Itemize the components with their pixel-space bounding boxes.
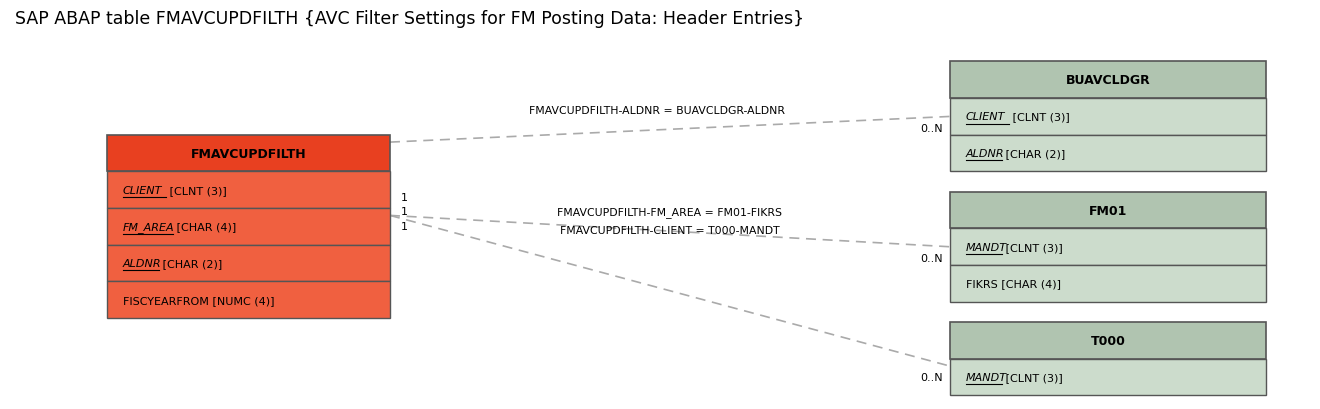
Bar <box>950 359 1266 396</box>
Text: T000: T000 <box>1090 334 1125 347</box>
Text: [CLNT (3)]: [CLNT (3)] <box>1008 112 1069 122</box>
Bar <box>950 229 1266 265</box>
Bar <box>950 62 1266 99</box>
Text: FISCYEARFROM [NUMC (4)]: FISCYEARFROM [NUMC (4)] <box>123 295 275 305</box>
Bar <box>107 172 389 209</box>
Bar <box>950 322 1266 359</box>
Text: ALDNR: ALDNR <box>966 149 1005 159</box>
Text: MANDT: MANDT <box>966 242 1007 252</box>
Bar <box>950 135 1266 172</box>
Text: FMAVCUPDFILTH-ALDNR = BUAVCLDGR-ALDNR: FMAVCUPDFILTH-ALDNR = BUAVCLDGR-ALDNR <box>529 106 784 116</box>
Bar <box>107 209 389 245</box>
Text: FM01: FM01 <box>1089 204 1127 217</box>
Text: FMAVCUPDFILTH-FM_AREA = FM01-FIKRS: FMAVCUPDFILTH-FM_AREA = FM01-FIKRS <box>557 207 783 217</box>
Text: 0..N: 0..N <box>920 123 944 133</box>
Text: 1: 1 <box>400 221 408 231</box>
Bar <box>950 265 1266 302</box>
Text: CLIENT: CLIENT <box>123 185 162 195</box>
Bar <box>107 245 389 282</box>
Bar <box>950 192 1266 229</box>
Text: [CHAR (4)]: [CHAR (4)] <box>173 222 236 232</box>
Text: [CHAR (2)]: [CHAR (2)] <box>1002 149 1065 159</box>
Text: FIKRS [CHAR (4)]: FIKRS [CHAR (4)] <box>966 279 1060 289</box>
Text: SAP ABAP table FMAVCUPDFILTH {AVC Filter Settings for FM Posting Data: Header En: SAP ABAP table FMAVCUPDFILTH {AVC Filter… <box>15 9 804 27</box>
Text: [CLNT (3)]: [CLNT (3)] <box>166 185 227 195</box>
Text: CLIENT: CLIENT <box>966 112 1005 122</box>
Text: MANDT: MANDT <box>966 372 1007 382</box>
Text: 0..N: 0..N <box>920 372 944 382</box>
Text: BUAVCLDGR: BUAVCLDGR <box>1065 74 1150 87</box>
Text: 1: 1 <box>400 207 408 217</box>
Text: [CLNT (3)]: [CLNT (3)] <box>1002 242 1063 252</box>
Text: [CLNT (3)]: [CLNT (3)] <box>1002 372 1063 382</box>
Text: ALDNR: ALDNR <box>123 258 161 268</box>
Text: [CHAR (2)]: [CHAR (2)] <box>158 258 222 268</box>
Bar <box>107 282 389 318</box>
Text: 0..N: 0..N <box>920 253 944 263</box>
Text: FM_AREA: FM_AREA <box>123 221 174 232</box>
Text: FMAVCUPDFILTH-CLIENT = T000-MANDT: FMAVCUPDFILTH-CLIENT = T000-MANDT <box>560 226 780 236</box>
Bar <box>950 99 1266 135</box>
Text: FMAVCUPDFILTH: FMAVCUPDFILTH <box>190 147 306 160</box>
Text: 1: 1 <box>400 193 408 202</box>
Bar <box>107 135 389 172</box>
